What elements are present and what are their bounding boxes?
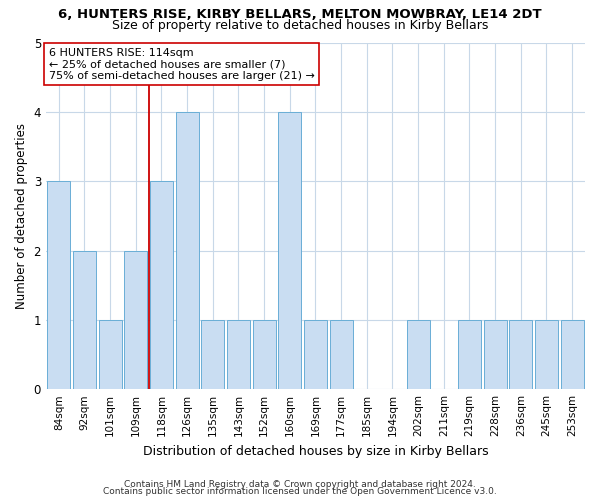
Y-axis label: Number of detached properties: Number of detached properties [15, 123, 28, 309]
Bar [458, 320, 481, 389]
Bar [73, 250, 96, 389]
Bar [560, 320, 584, 389]
Bar [407, 320, 430, 389]
Bar [329, 320, 353, 389]
Text: Size of property relative to detached houses in Kirby Bellars: Size of property relative to detached ho… [112, 18, 488, 32]
Bar [484, 320, 507, 389]
Bar [201, 320, 224, 389]
Text: 6, HUNTERS RISE, KIRBY BELLARS, MELTON MOWBRAY, LE14 2DT: 6, HUNTERS RISE, KIRBY BELLARS, MELTON M… [58, 8, 542, 20]
Bar [304, 320, 327, 389]
Bar [509, 320, 532, 389]
Bar [535, 320, 558, 389]
Bar [98, 320, 122, 389]
Text: 6 HUNTERS RISE: 114sqm
← 25% of detached houses are smaller (7)
75% of semi-deta: 6 HUNTERS RISE: 114sqm ← 25% of detached… [49, 48, 314, 81]
Bar [278, 112, 301, 389]
Bar [253, 320, 275, 389]
Bar [124, 250, 148, 389]
Bar [176, 112, 199, 389]
Text: Contains public sector information licensed under the Open Government Licence v3: Contains public sector information licen… [103, 487, 497, 496]
Text: Contains HM Land Registry data © Crown copyright and database right 2024.: Contains HM Land Registry data © Crown c… [124, 480, 476, 489]
X-axis label: Distribution of detached houses by size in Kirby Bellars: Distribution of detached houses by size … [143, 444, 488, 458]
Bar [150, 181, 173, 389]
Bar [47, 181, 70, 389]
Bar [227, 320, 250, 389]
